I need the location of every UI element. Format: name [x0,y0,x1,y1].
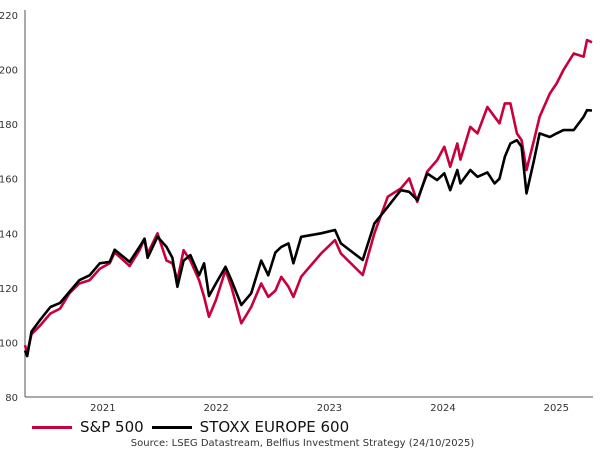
x-tick-label: 2021 [90,403,115,414]
y-tick-label: 220 [0,11,18,22]
series-line-stoxx600 [23,108,593,358]
y-tick-label: 120 [0,284,18,295]
legend-label-stoxx600: STOXX EUROPE 600 [199,418,350,436]
legend: S&P 500 STOXX EUROPE 600 [32,418,357,436]
x-tick-label: 2024 [430,403,455,414]
legend-swatch-sp500 [32,425,72,429]
x-tick-label: 2025 [544,403,569,414]
series-lines [23,38,593,358]
y-tick-label: 180 [0,120,18,131]
legend-label-sp500: S&P 500 [80,418,144,436]
legend-item-stoxx600: STOXX EUROPE 600 [151,418,350,436]
legend-item-sp500: S&P 500 [32,418,144,436]
x-tick-label: 2022 [203,403,228,414]
series-line-sp500 [23,38,593,355]
y-tick-label: 200 [0,66,18,77]
y-tick-label: 80 [5,393,18,404]
y-tick-label: 160 [0,175,18,186]
x-tick-label: 2023 [317,403,342,414]
y-tick-label: 140 [0,229,18,240]
y-tick-label: 100 [0,338,18,349]
legend-swatch-stoxx600 [151,425,192,429]
y-axis: 80 100 120 140 160 180 200 220 [0,11,18,404]
x-axis: 2021 2022 2023 2024 2025 [90,403,569,414]
source-note: Source: LSEG Datastream, Belfius Investm… [130,438,475,449]
